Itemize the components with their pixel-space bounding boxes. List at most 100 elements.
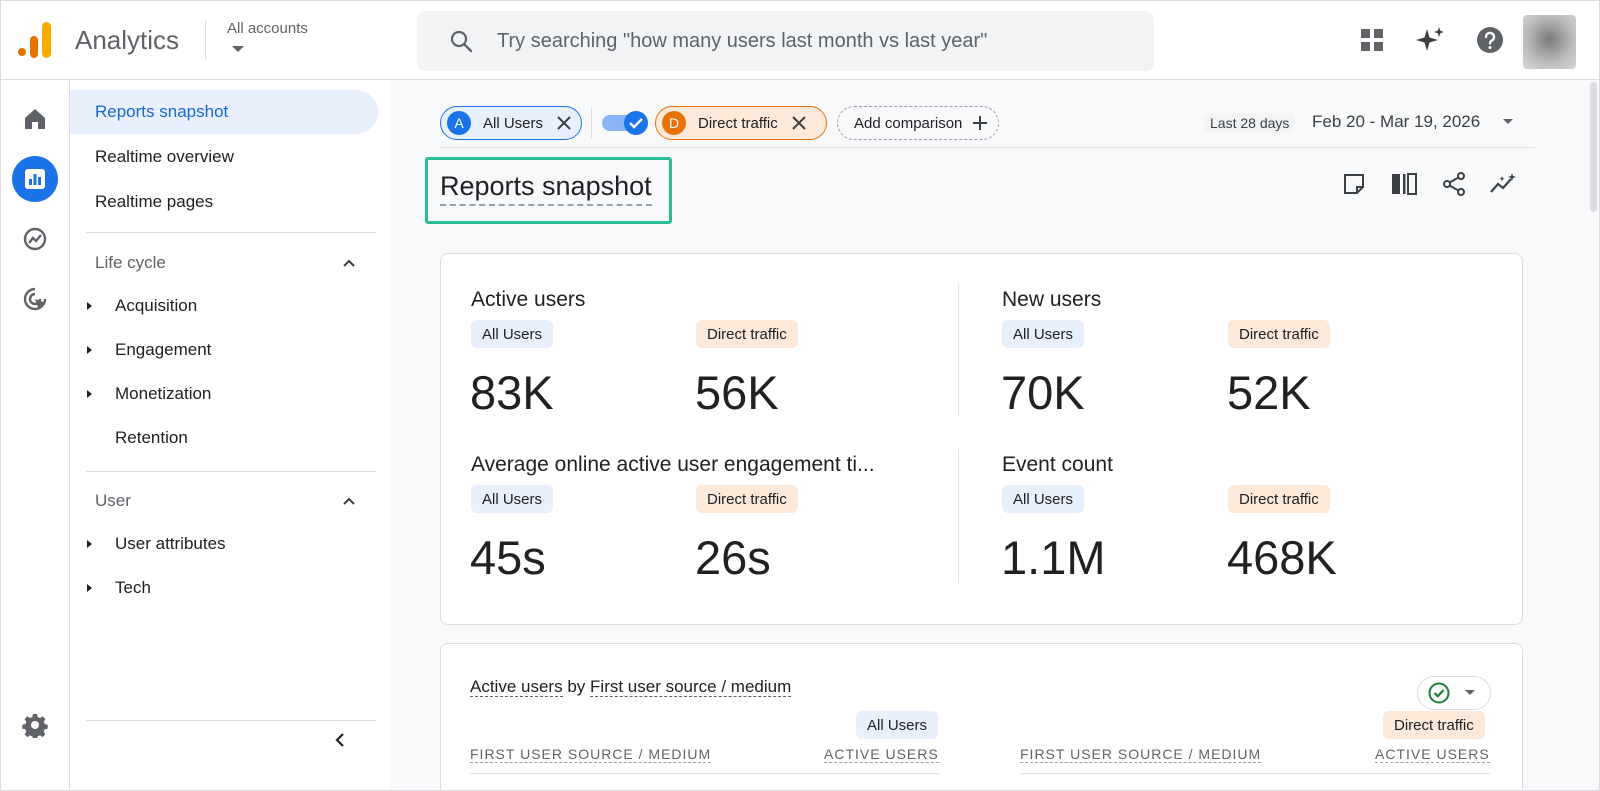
metric-label-active-users[interactable]: Active users bbox=[471, 288, 586, 311]
nav-reports-snapshot[interactable]: Reports snapshot bbox=[70, 90, 378, 134]
sparkle-icon[interactable] bbox=[1414, 24, 1446, 56]
header-divider bbox=[440, 147, 1535, 148]
segment-pill-direct-traffic: Direct traffic bbox=[1383, 711, 1485, 739]
table-title-dimension[interactable]: First user source / medium bbox=[590, 677, 792, 697]
column-header-dimension[interactable]: FIRST USER SOURCE / MEDIUM bbox=[1020, 746, 1262, 763]
expand-arrow-icon[interactable] bbox=[87, 540, 92, 548]
share-icon[interactable] bbox=[1440, 170, 1468, 198]
table-title-metric[interactable]: Active users bbox=[470, 677, 563, 697]
metric-divider bbox=[958, 284, 959, 416]
metric-value: 56K bbox=[695, 366, 779, 419]
metric-value: 83K bbox=[470, 366, 554, 419]
metric-value: 26s bbox=[695, 531, 771, 584]
metric-label-new-users[interactable]: New users bbox=[1002, 288, 1102, 311]
plus-icon bbox=[973, 116, 988, 130]
table-divider bbox=[1020, 773, 1490, 774]
chip-divider bbox=[591, 108, 592, 138]
table-options-button[interactable] bbox=[1417, 676, 1491, 710]
table-title: Active users by First user source / medi… bbox=[470, 677, 792, 697]
chip-badge: A bbox=[447, 111, 471, 135]
chip-label: Direct traffic bbox=[698, 114, 778, 132]
expand-arrow-icon[interactable] bbox=[87, 302, 92, 310]
explore-icon[interactable] bbox=[12, 216, 58, 262]
section-lifecycle[interactable]: Life cycle bbox=[95, 253, 166, 272]
comparison-chip-direct-traffic[interactable]: D Direct traffic bbox=[655, 106, 827, 140]
collapse-nav-button[interactable] bbox=[325, 725, 355, 755]
reports-icon[interactable] bbox=[12, 156, 58, 202]
metric-value: 45s bbox=[470, 531, 546, 584]
settings-gear-icon[interactable] bbox=[12, 702, 58, 748]
nav-acquisition[interactable]: Acquisition bbox=[115, 296, 198, 315]
add-comparison-label: Add comparison bbox=[854, 114, 963, 132]
chevron-down-icon[interactable] bbox=[1503, 119, 1513, 124]
nav-label: Reports snapshot bbox=[95, 102, 229, 121]
page-title[interactable]: Reports snapshot bbox=[440, 170, 652, 206]
segment-pill-all-users: All Users bbox=[471, 485, 554, 513]
segment-pill-all-users: All Users bbox=[1002, 485, 1085, 513]
expand-arrow-icon[interactable] bbox=[87, 346, 92, 354]
nav-engagement[interactable]: Engagement bbox=[115, 340, 212, 359]
search-icon bbox=[450, 30, 473, 53]
avatar[interactable] bbox=[1523, 15, 1576, 69]
nav-realtime-pages[interactable]: Realtime pages bbox=[70, 180, 213, 224]
top-bar: Analytics All accounts bbox=[0, 0, 1600, 80]
expand-arrow-icon[interactable] bbox=[87, 584, 92, 592]
chip-label: All Users bbox=[483, 114, 544, 132]
segment-pill-all-users: All Users bbox=[471, 320, 554, 348]
header-divider bbox=[205, 20, 206, 60]
app-name: Analytics bbox=[75, 25, 180, 55]
search-bar[interactable] bbox=[417, 11, 1154, 71]
comparison-toggle[interactable] bbox=[602, 110, 650, 136]
help-icon[interactable] bbox=[1474, 24, 1506, 56]
chevron-up-icon[interactable] bbox=[342, 256, 356, 270]
segment-pill-direct-traffic: Direct traffic bbox=[1228, 485, 1330, 513]
scrollbar[interactable] bbox=[1590, 82, 1597, 212]
nav-divider bbox=[86, 720, 376, 721]
nav-tech[interactable]: Tech bbox=[115, 578, 151, 597]
metric-label-engagement-time[interactable]: Average online active user engagement ti… bbox=[471, 453, 875, 476]
left-rail bbox=[0, 80, 70, 791]
chevron-down-icon bbox=[1465, 690, 1475, 695]
analytics-logo-icon[interactable] bbox=[18, 22, 52, 58]
nav-realtime-overview[interactable]: Realtime overview bbox=[70, 135, 234, 179]
metric-value: 1.1M bbox=[1001, 531, 1106, 584]
metrics-card: Active users All Users Direct traffic 83… bbox=[440, 253, 1523, 625]
close-icon[interactable] bbox=[790, 114, 808, 132]
column-header-metric[interactable]: ACTIVE USERS bbox=[1375, 746, 1490, 763]
chevron-left-icon[interactable] bbox=[332, 732, 348, 748]
expand-arrow-icon[interactable] bbox=[87, 390, 92, 398]
segment-pill-direct-traffic: Direct traffic bbox=[1228, 320, 1330, 348]
check-circle-icon bbox=[1428, 682, 1450, 704]
table-card bbox=[440, 643, 1523, 791]
chevron-down-icon[interactable] bbox=[232, 46, 244, 52]
metric-label-event-count[interactable]: Event count bbox=[1002, 453, 1113, 476]
nav-user-attributes[interactable]: User attributes bbox=[115, 534, 226, 553]
search-input[interactable] bbox=[497, 23, 1117, 59]
nav-monetization[interactable]: Monetization bbox=[115, 384, 212, 403]
date-range[interactable]: Feb 20 - Mar 19, 2026 bbox=[1312, 112, 1481, 131]
insights-icon[interactable] bbox=[1490, 170, 1518, 198]
segment-pill-all-users: All Users bbox=[856, 711, 939, 739]
nav-divider bbox=[86, 232, 376, 233]
table-title-by: by bbox=[567, 677, 586, 696]
chip-badge: D bbox=[662, 111, 686, 135]
date-range-tag[interactable]: Last 28 days bbox=[1204, 113, 1296, 133]
column-header-dimension[interactable]: FIRST USER SOURCE / MEDIUM bbox=[470, 746, 712, 763]
segment-pill-all-users: All Users bbox=[1002, 320, 1085, 348]
section-user[interactable]: User bbox=[95, 491, 131, 510]
advertising-icon[interactable] bbox=[12, 276, 58, 322]
chevron-up-icon[interactable] bbox=[342, 494, 356, 508]
compare-columns-icon[interactable] bbox=[1390, 170, 1418, 198]
nav-label: Realtime overview bbox=[95, 147, 234, 166]
table-divider bbox=[470, 773, 940, 774]
column-header-metric[interactable]: ACTIVE USERS bbox=[824, 746, 939, 763]
close-icon[interactable] bbox=[555, 114, 573, 132]
note-icon[interactable] bbox=[1340, 170, 1368, 198]
home-icon[interactable] bbox=[12, 96, 58, 142]
account-selector[interactable]: All accounts bbox=[227, 20, 308, 37]
metric-value: 70K bbox=[1001, 366, 1085, 419]
nav-retention[interactable]: Retention bbox=[115, 428, 188, 447]
add-comparison-button[interactable]: Add comparison bbox=[837, 106, 999, 140]
comparison-chip-all-users[interactable]: A All Users bbox=[440, 106, 582, 140]
apps-grid-icon[interactable] bbox=[1356, 24, 1388, 56]
